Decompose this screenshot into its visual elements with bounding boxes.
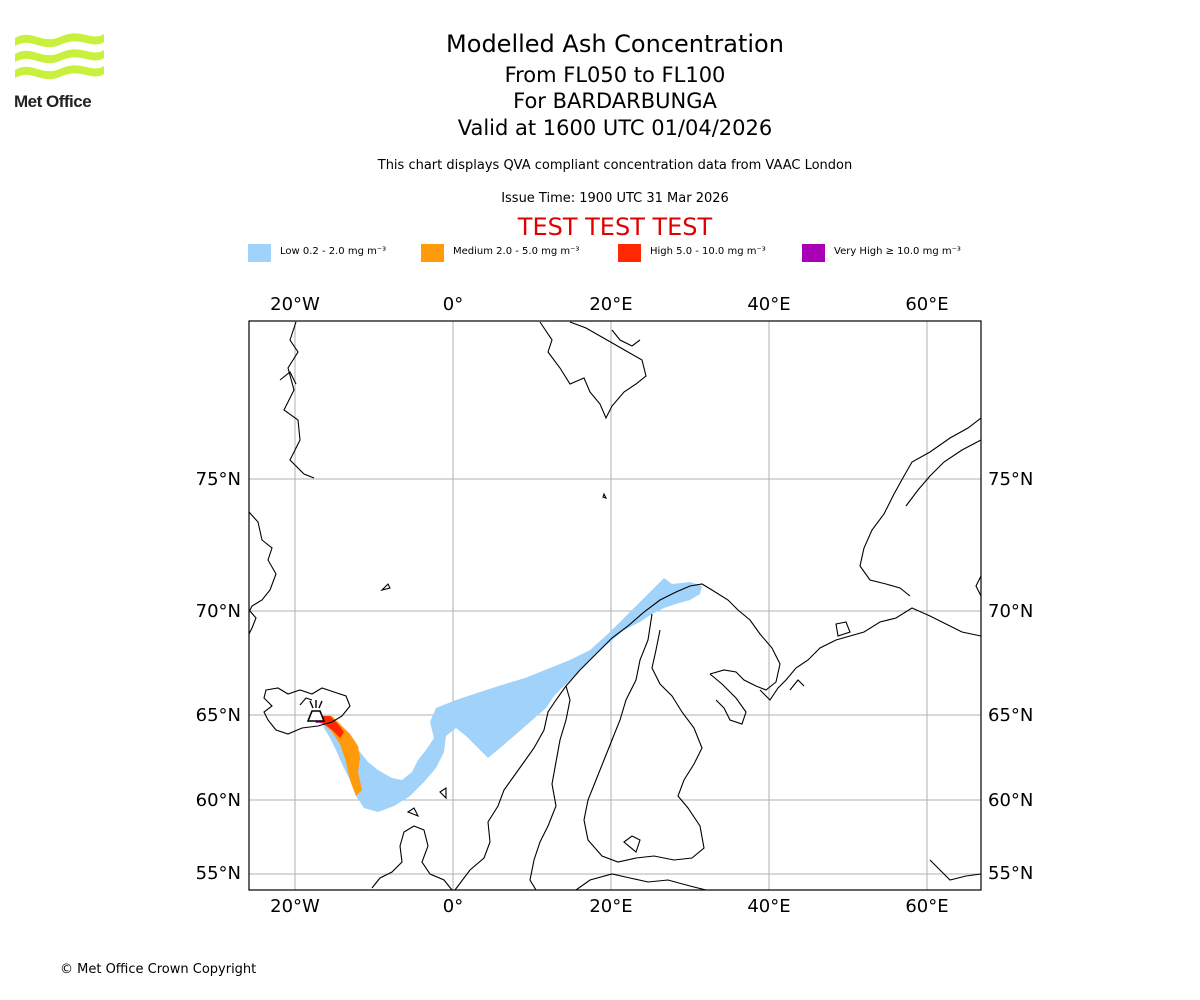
lon-label-top-40e: 40°E [747, 294, 790, 315]
coastlines [249, 321, 981, 890]
test-banner: TEST TEST TEST [517, 213, 713, 241]
map-content [249, 321, 981, 890]
lat-label-right-55n: 55°N [988, 863, 1033, 884]
legend-swatch-very-high [802, 244, 825, 262]
lon-label-bottom-40e: 40°E [747, 896, 790, 917]
lon-label-top-20e: 20°E [589, 294, 632, 315]
valid-time: Valid at 1600 UTC 01/04/2026 [457, 116, 773, 140]
flight-level-range: From FL050 to FL100 [504, 63, 726, 87]
legend-label-low: Low 0.2 - 2.0 mg m⁻³ [280, 246, 387, 257]
lon-label-top-0: 0° [443, 294, 463, 315]
ash-area-medium [320, 716, 362, 796]
chart-description: This chart displays QVA compliant concen… [377, 158, 853, 173]
legend-label-very-high: Very High ≥ 10.0 mg m⁻³ [834, 246, 961, 257]
lat-label-right-75n: 75°N [988, 469, 1033, 490]
lat-label-right-65n: 65°N [988, 705, 1033, 726]
met-office-logo [15, 33, 104, 80]
legend-swatch-high [618, 244, 641, 262]
copyright-notice: © Met Office Crown Copyright [60, 962, 257, 977]
lat-label-right-70n: 70°N [988, 601, 1033, 622]
lon-label-bottom-0: 0° [443, 896, 463, 917]
lon-label-bottom-20w: 20°W [270, 896, 320, 917]
lon-label-bottom-20e: 20°E [589, 896, 632, 917]
chart-title: Modelled Ash Concentration [446, 30, 784, 58]
legend-swatch-medium [421, 244, 444, 262]
lat-label-left-60n: 60°N [196, 790, 241, 811]
lat-label-left-70n: 70°N [196, 601, 241, 622]
legend-swatch-low [248, 244, 271, 262]
legend-label-high: High 5.0 - 10.0 mg m⁻³ [650, 246, 766, 257]
lon-label-bottom-60e: 60°E [905, 896, 948, 917]
lat-label-left-65n: 65°N [196, 705, 241, 726]
graticule [249, 321, 981, 890]
lat-label-right-60n: 60°N [988, 790, 1033, 811]
lat-label-left-55n: 55°N [196, 863, 241, 884]
issue-time: Issue Time: 1900 UTC 31 Mar 2026 [501, 191, 729, 206]
lat-label-left-75n: 75°N [196, 469, 241, 490]
volcano-icon [306, 700, 326, 722]
ash-area-low [322, 578, 702, 812]
lon-label-top-60e: 60°E [905, 294, 948, 315]
lon-label-top-20w: 20°W [270, 294, 320, 315]
met-office-logo-text: Met Office [14, 92, 92, 111]
map-frame [248, 320, 982, 891]
legend-label-medium: Medium 2.0 - 5.0 mg m⁻³ [453, 246, 580, 257]
volcano-name: For BARDARBUNGA [513, 89, 717, 113]
ash-area-medium-branch [338, 728, 356, 754]
